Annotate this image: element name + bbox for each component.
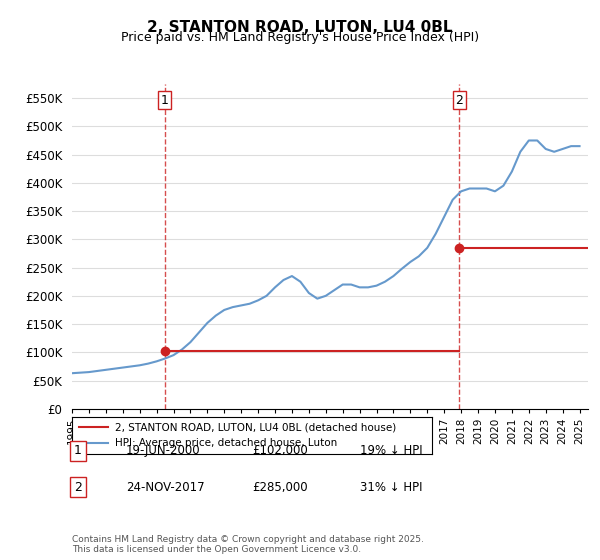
Text: £102,000: £102,000 [252, 444, 308, 458]
Text: 24-NOV-2017: 24-NOV-2017 [126, 480, 205, 494]
Text: HPI: Average price, detached house, Luton: HPI: Average price, detached house, Luto… [115, 438, 337, 449]
Text: 19-JUN-2000: 19-JUN-2000 [126, 444, 200, 458]
Text: £285,000: £285,000 [252, 480, 308, 494]
Text: 1: 1 [161, 94, 169, 107]
Text: 2: 2 [455, 94, 463, 107]
Text: 2, STANTON ROAD, LUTON, LU4 0BL (detached house): 2, STANTON ROAD, LUTON, LU4 0BL (detache… [115, 422, 397, 432]
Text: 1: 1 [74, 444, 82, 458]
Text: 2: 2 [74, 480, 82, 494]
Text: 2, STANTON ROAD, LUTON, LU4 0BL: 2, STANTON ROAD, LUTON, LU4 0BL [147, 20, 453, 35]
Text: Price paid vs. HM Land Registry's House Price Index (HPI): Price paid vs. HM Land Registry's House … [121, 31, 479, 44]
Text: 19% ↓ HPI: 19% ↓ HPI [360, 444, 422, 458]
Text: Contains HM Land Registry data © Crown copyright and database right 2025.
This d: Contains HM Land Registry data © Crown c… [72, 535, 424, 554]
Text: 31% ↓ HPI: 31% ↓ HPI [360, 480, 422, 494]
